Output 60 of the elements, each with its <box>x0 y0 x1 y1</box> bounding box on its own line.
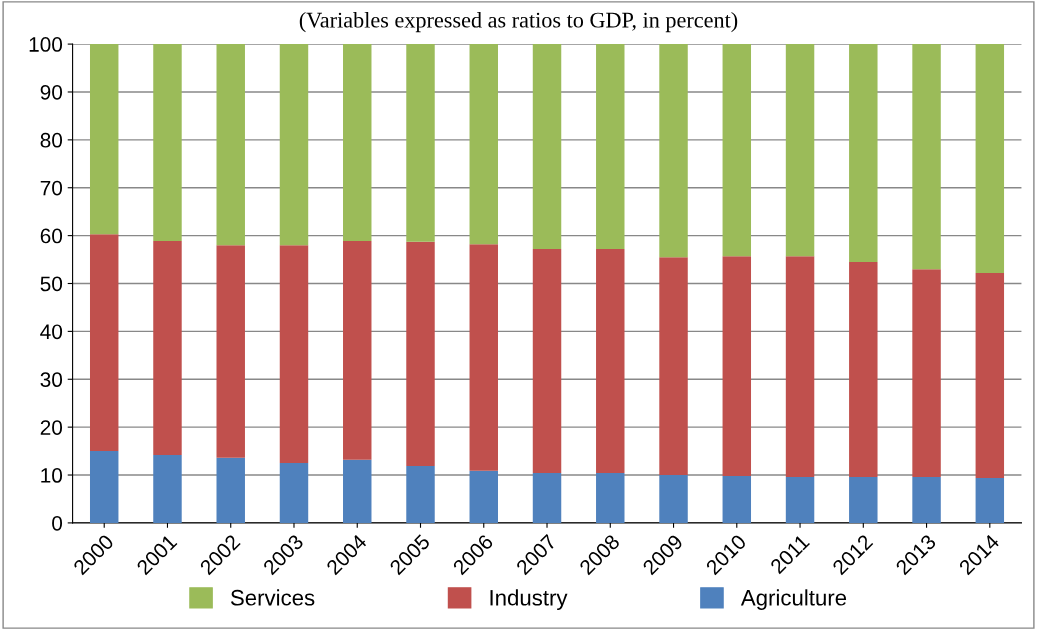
bar <box>406 465 435 523</box>
bar <box>785 256 815 477</box>
y-tick-label: 50 <box>40 276 63 292</box>
bar <box>659 44 688 258</box>
bar <box>975 477 1005 523</box>
bar <box>279 463 309 523</box>
bar <box>532 473 562 523</box>
bar <box>596 44 625 250</box>
bar <box>912 269 941 477</box>
bar <box>279 245 309 464</box>
y-tick-label: 30 <box>40 372 63 388</box>
y-tick-label: 0 <box>52 515 63 531</box>
bar <box>532 44 562 250</box>
bar <box>216 44 245 246</box>
bar <box>975 272 1005 478</box>
y-tick-label: 60 <box>40 228 63 244</box>
bar <box>912 44 941 270</box>
bar <box>89 234 119 452</box>
bar <box>343 240 372 460</box>
y-tick-label: 90 <box>40 84 63 100</box>
bar <box>722 256 752 476</box>
bar <box>89 44 119 235</box>
y-tick-label: 40 <box>40 324 63 340</box>
bar <box>849 261 878 477</box>
chart-subtitle: (Variables expressed as ratios to GDP, in percent) <box>299 11 738 33</box>
y-tick-label: 80 <box>40 132 63 148</box>
bar <box>785 44 815 257</box>
bar <box>153 240 182 455</box>
y-tick-label: 70 <box>40 180 63 196</box>
bar <box>469 244 498 471</box>
bar <box>469 470 498 523</box>
bar <box>722 475 752 523</box>
legend-label: Services <box>230 589 315 606</box>
bar <box>849 476 878 523</box>
bar <box>216 245 245 458</box>
bar <box>343 44 372 241</box>
bar <box>216 457 245 523</box>
bar <box>89 451 119 523</box>
bar <box>975 44 1005 273</box>
bar <box>153 454 182 523</box>
bar <box>406 241 435 466</box>
bar <box>469 44 498 245</box>
y-tick-label: 10 <box>41 468 63 483</box>
bar <box>279 44 309 246</box>
y-tick-label: 20 <box>40 420 63 435</box>
bar <box>406 44 435 242</box>
bar <box>596 473 625 523</box>
bar <box>596 249 625 474</box>
bar <box>659 257 688 476</box>
bar <box>722 44 752 257</box>
bar <box>912 476 941 523</box>
bar <box>532 249 562 474</box>
legend-label: Industry <box>490 589 568 610</box>
y-tick-label: 100 <box>29 37 63 52</box>
bar <box>153 44 182 241</box>
bar <box>785 476 815 523</box>
legend-label: Agriculture <box>740 589 847 610</box>
bar <box>659 475 688 523</box>
bar <box>343 459 372 523</box>
bar <box>849 44 878 262</box>
